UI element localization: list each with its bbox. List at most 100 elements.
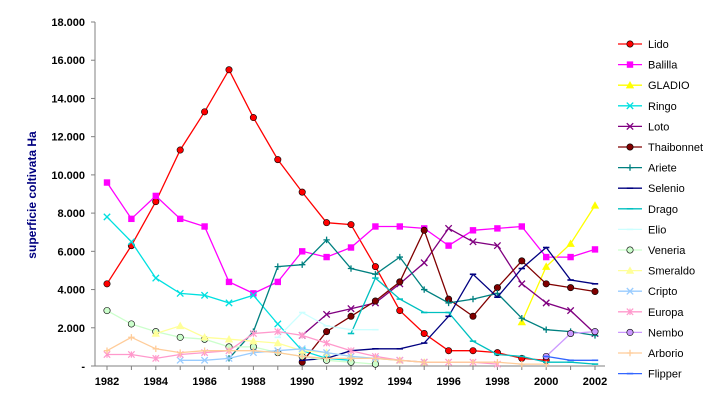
series-gladio [517, 201, 600, 326]
x-tick-label: 2000 [534, 376, 558, 388]
data-point-lido [225, 66, 233, 74]
data-point-loto [347, 305, 355, 313]
data-point-balilla [128, 215, 135, 223]
x-tick-label: 1982 [95, 376, 119, 388]
data-point-gladio [517, 317, 526, 326]
data-point-nembo [591, 328, 599, 336]
legend-label: Drago [648, 204, 678, 216]
data-point-gladio [590, 201, 600, 209]
y-tick-label: 8.000 [57, 208, 85, 220]
series-ariete [225, 236, 599, 362]
data-point-arborio [347, 355, 355, 362]
legend-label: Smeraldo [648, 266, 695, 278]
legend-label: Europa [648, 307, 684, 319]
y-tick-label: 4.000 [57, 285, 85, 297]
data-point-arborio [323, 355, 330, 362]
y-tick-label: 16.000 [51, 55, 85, 67]
data-point-balilla [567, 253, 574, 261]
data-point-balilla [152, 192, 159, 200]
data-point-thaibonnet [420, 226, 428, 234]
data-point-cripto [176, 356, 184, 364]
series-drago [347, 277, 599, 365]
data-point-europa [249, 329, 258, 338]
data-point-arborio [396, 357, 403, 364]
y-tick-label: 14.000 [51, 93, 85, 105]
legend-marker [625, 81, 635, 89]
data-point-veneria [127, 320, 135, 328]
legend-item-arborio: Arborio [618, 348, 683, 360]
legend-label: Balilla [648, 60, 678, 72]
data-point-thaibonnet [493, 284, 501, 292]
series-balilla [103, 179, 599, 297]
legend-marker [626, 40, 634, 48]
data-point-lido [152, 198, 160, 206]
legend-marker [626, 61, 634, 68]
data-point-loto [444, 224, 453, 233]
data-point-loto [566, 306, 575, 315]
legend-label: Ariete [648, 163, 677, 175]
series-arborio [103, 334, 550, 368]
data-point-arborio [274, 349, 281, 356]
data-point-arborio [128, 334, 135, 341]
data-point-ariete [274, 263, 281, 270]
data-point-arborio [543, 360, 550, 368]
data-point-thaibonnet [371, 297, 379, 305]
data-point-balilla [250, 290, 257, 297]
data-point-ringo [103, 213, 111, 221]
series-elio [274, 311, 379, 339]
data-point-europa [322, 339, 331, 347]
data-point-ringo [249, 291, 258, 299]
data-point-lido [249, 114, 257, 122]
series-loto [298, 224, 599, 340]
data-point-ariete [518, 315, 525, 322]
legend-label: Selenio [648, 183, 685, 195]
y-tick-label: 18.000 [51, 17, 85, 29]
data-point-lido [323, 219, 331, 227]
data-point-cripto [298, 345, 306, 353]
data-point-ariete [323, 236, 330, 244]
data-point-thaibonnet [323, 328, 331, 336]
legend-item-smeraldo: Smeraldo [618, 266, 695, 278]
legend-label: Lido [648, 39, 669, 51]
legend-label: Cripto [648, 286, 677, 298]
data-point-smeraldo [298, 346, 307, 354]
data-point-loto [493, 241, 502, 250]
data-point-ringo [225, 299, 233, 307]
legend-item-ariete: Ariete [618, 163, 677, 175]
y-tick-label: 2.000 [57, 323, 85, 335]
data-point-lido [445, 347, 453, 355]
data-point-balilla [103, 179, 111, 186]
series-thaibonnet [298, 226, 599, 366]
data-point-gladio [566, 239, 575, 247]
x-tick-label: 1984 [144, 376, 169, 388]
legend-item-elio: Elio [618, 224, 666, 236]
data-point-arborio [201, 347, 208, 354]
data-point-arborio [518, 360, 525, 368]
data-point-ringo [274, 320, 282, 328]
data-point-balilla [299, 248, 306, 255]
data-point-balilla [469, 227, 477, 234]
data-point-lido [201, 108, 209, 116]
data-point-europa [298, 331, 306, 340]
data-point-arborio [225, 347, 233, 354]
legend-marker [626, 143, 634, 151]
data-point-ariete [396, 253, 403, 261]
y-tick-label: 12.000 [51, 132, 85, 144]
data-point-europa [127, 350, 136, 359]
x-tick-label: 1996 [436, 376, 460, 388]
data-point-smeraldo [273, 338, 282, 347]
data-point-balilla [543, 253, 550, 261]
data-point-cripto [200, 356, 209, 364]
legend-marker [626, 122, 634, 131]
y-tick-label: - [81, 361, 85, 373]
legend-label: Ringo [648, 101, 677, 113]
data-point-ariete [543, 326, 550, 333]
data-point-ringo [176, 289, 184, 298]
legend-label: Veneria [648, 245, 686, 257]
series-line-smeraldo [155, 325, 425, 363]
data-point-thaibonnet [396, 278, 404, 286]
data-point-europa [347, 347, 355, 355]
data-point-ringo [152, 274, 160, 282]
data-point-balilla [372, 223, 379, 230]
